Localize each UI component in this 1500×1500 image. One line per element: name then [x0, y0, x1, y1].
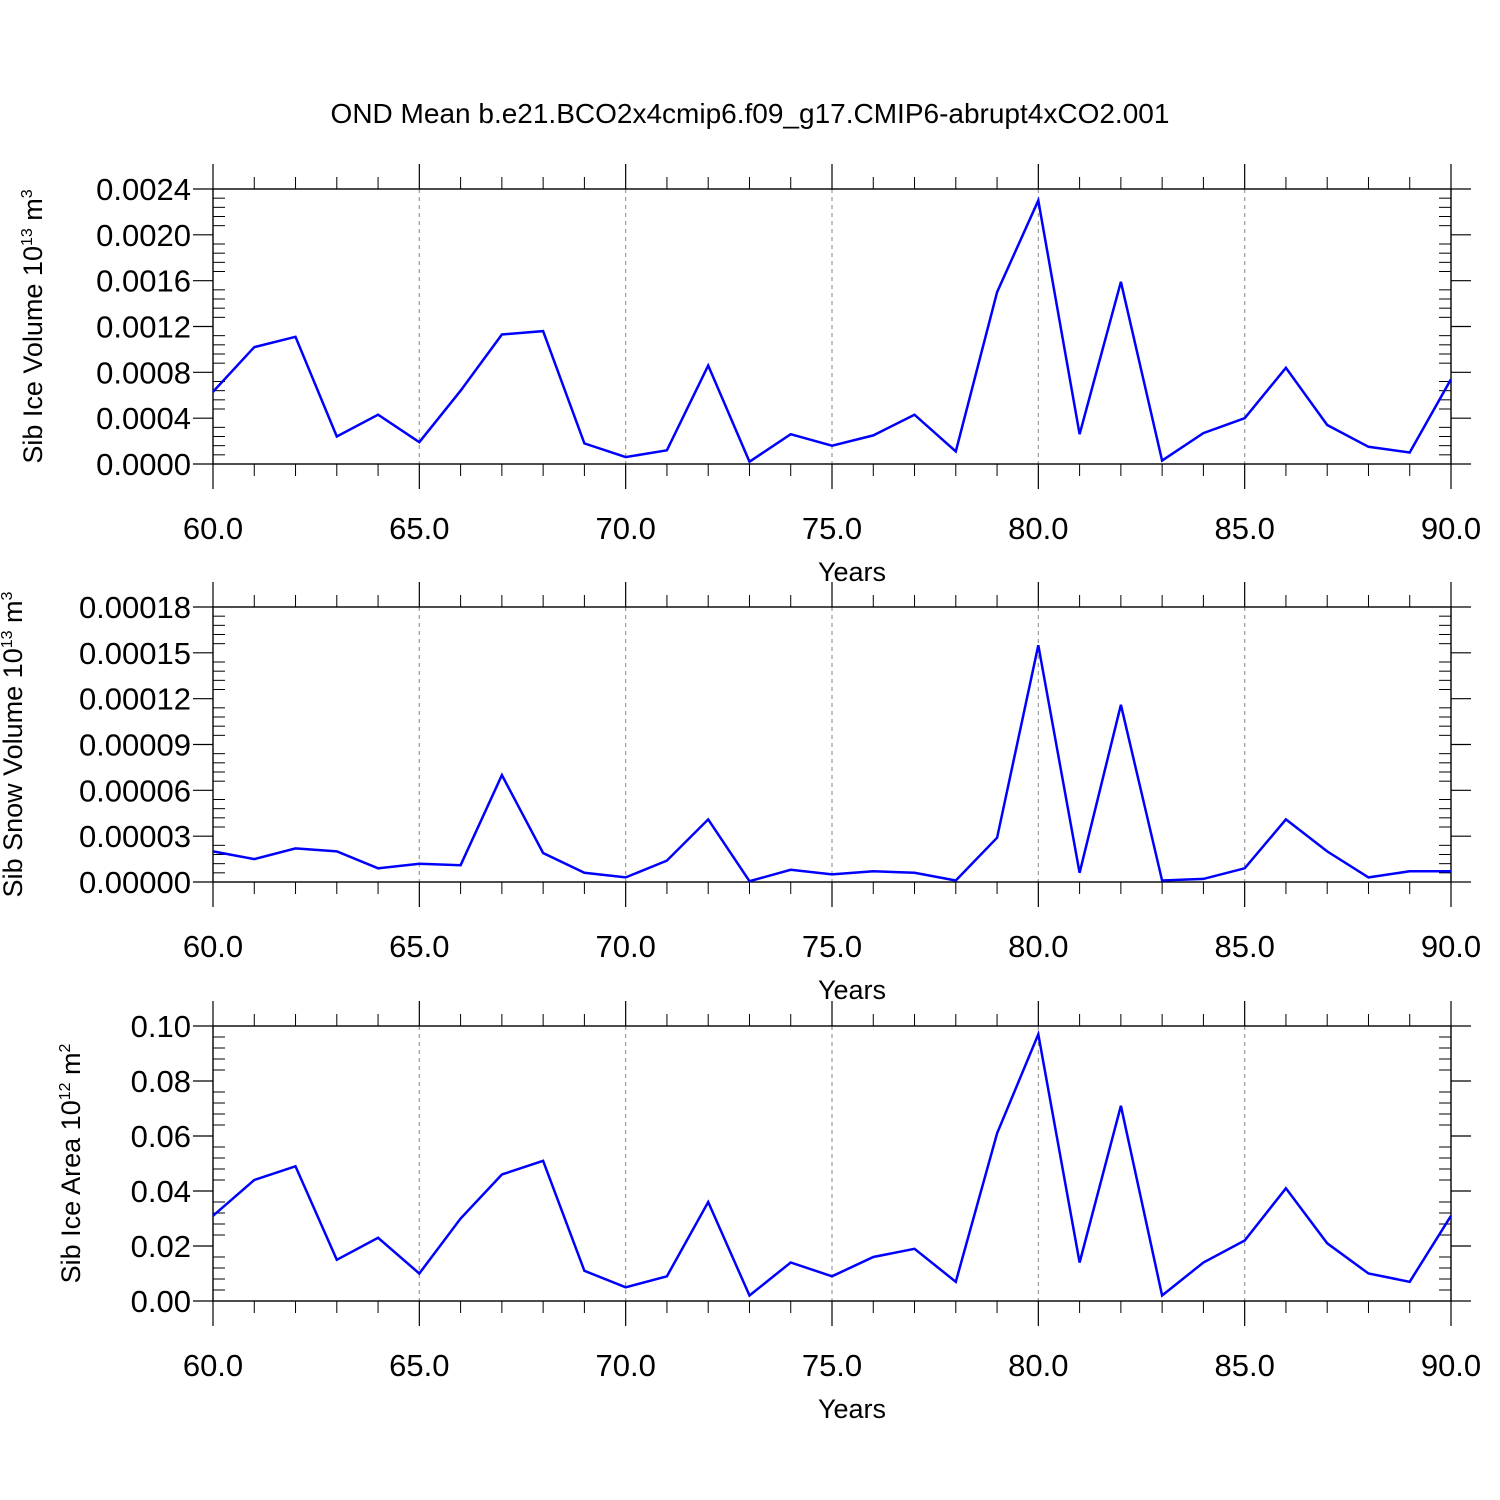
x-tick-label: 65.0 [389, 1348, 449, 1383]
x-axis-label: Years [818, 1394, 886, 1424]
y-axis-label-exponent: 13 [0, 630, 16, 648]
x-tick-label: 80.0 [1008, 929, 1068, 964]
x-tick-label: 75.0 [802, 1348, 862, 1383]
figure-title: OND Mean b.e21.BCO2x4cmip6.f09_g17.CMIP6… [330, 98, 1170, 129]
x-tick-label: 90.0 [1421, 929, 1481, 964]
x-tick-label: 80.0 [1008, 511, 1068, 546]
y-tick-label: 0.0008 [96, 355, 191, 390]
y-axis-label-unit: m [0, 600, 28, 630]
x-tick-label: 75.0 [802, 511, 862, 546]
x-tick-label: 90.0 [1421, 511, 1481, 546]
y-tick-label: 0.0016 [96, 264, 191, 299]
y-tick-label: 0.0024 [96, 172, 191, 207]
x-tick-label: 70.0 [595, 511, 655, 546]
y-tick-label: 0.00003 [79, 819, 191, 854]
x-tick-label: 85.0 [1214, 1348, 1274, 1383]
y-tick-label: 0.00009 [79, 728, 191, 763]
y-tick-label: 0.04 [131, 1174, 191, 1209]
y-axis-label: Sib Snow Volume 1013 m3 [0, 591, 28, 897]
x-tick-label: 75.0 [802, 929, 862, 964]
y-tick-label: 0.00012 [79, 682, 191, 717]
y-tick-label: 0.00018 [79, 590, 191, 625]
x-tick-label: 60.0 [183, 929, 243, 964]
x-tick-label: 90.0 [1421, 1348, 1481, 1383]
x-tick-label: 85.0 [1214, 929, 1274, 964]
x-axis-label: Years [818, 975, 886, 1005]
y-axis-label-main: Sib Snow Volume 10 [0, 648, 28, 897]
chart-panel-3: 0.00 0.02 0.04 0.06 0.08 0.10 60.0 65.0 70.0 75.0… [56, 1001, 1481, 1424]
y-axis-label-unit-exponent: 2 [57, 1043, 74, 1052]
y-tick-label: 0.00006 [79, 773, 191, 808]
x-tick-label: 65.0 [389, 929, 449, 964]
y-axis-label-unit: m [18, 198, 48, 228]
y-tick-label: 0.10 [131, 1009, 191, 1044]
y-axis-label-exponent: 13 [19, 228, 36, 246]
x-tick-label: 70.0 [595, 1348, 655, 1383]
y-tick-label: 0.06 [131, 1119, 191, 1154]
y-tick-label: 0.08 [131, 1064, 191, 1099]
y-tick-label: 0.0020 [96, 218, 191, 253]
y-tick-label: 0.0004 [96, 401, 191, 436]
x-axis-label: Years [818, 557, 886, 587]
x-tick-label: 60.0 [183, 511, 243, 546]
y-axis-label-main: Sib Ice Volume 10 [18, 246, 48, 464]
y-tick-label: 0.00015 [79, 636, 191, 671]
chart-panel-1: 0.0000 0.0004 0.0008 0.0012 0.0016 0.0020 0.00… [18, 164, 1481, 587]
y-tick-label: 0.0012 [96, 310, 191, 345]
chart-panel-2: 0.00000 0.00003 0.00006 0.00009 0.00012 0.000… [0, 582, 1481, 1005]
y-tick-label: 0.0000 [96, 447, 191, 482]
x-tick-label: 85.0 [1214, 511, 1274, 546]
y-tick-label: 0.02 [131, 1229, 191, 1264]
y-axis-label-unit: m [56, 1052, 86, 1082]
y-axis-label-unit-exponent: 3 [19, 189, 36, 198]
y-axis-label-unit-exponent: 3 [0, 591, 16, 600]
x-tick-label: 65.0 [389, 511, 449, 546]
y-axis-label-main: Sib Ice Area 10 [56, 1100, 86, 1283]
y-tick-label: 0.00000 [79, 865, 191, 900]
x-tick-label: 70.0 [595, 929, 655, 964]
y-axis-label: Sib Ice Area 1012 m2 [56, 1043, 86, 1283]
y-axis-label-exponent: 12 [57, 1082, 74, 1100]
y-axis-label: Sib Ice Volume 1013 m3 [18, 189, 48, 463]
x-tick-label: 60.0 [183, 1348, 243, 1383]
x-tick-label: 80.0 [1008, 1348, 1068, 1383]
y-tick-label: 0.00 [131, 1284, 191, 1319]
